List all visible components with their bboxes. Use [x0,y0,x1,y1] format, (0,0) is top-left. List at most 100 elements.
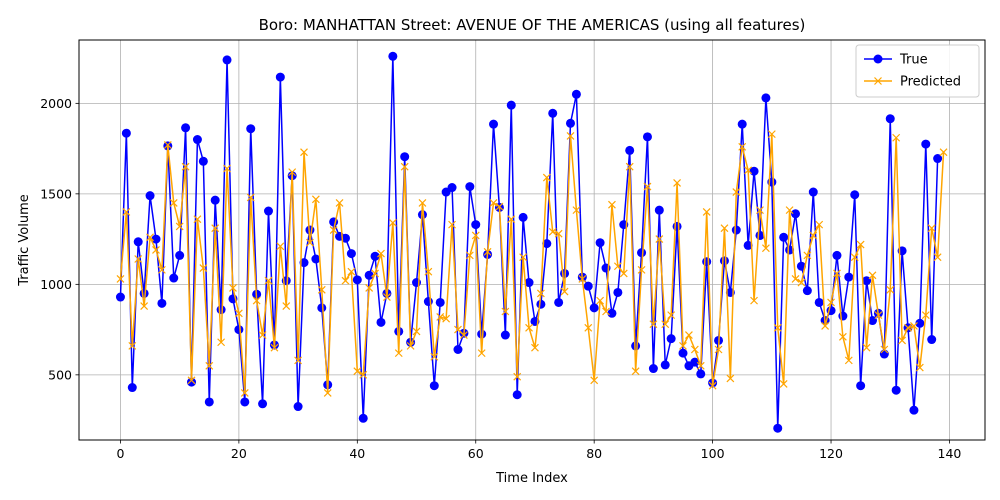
data-point [412,278,422,288]
data-point [205,361,214,370]
data-point [744,166,753,175]
x-marker-stroke [459,331,468,339]
data-point [181,123,191,133]
data-point [642,132,652,142]
data-point [157,298,167,308]
x-marker-stroke [193,215,202,224]
data-point [448,220,456,229]
data-point [519,253,528,262]
data-point [133,237,143,247]
data-point [424,267,433,276]
x-marker-stroke [838,332,847,341]
data-point [773,323,782,332]
x-marker-stroke [199,264,208,272]
data-point [613,287,623,297]
data-point [192,135,202,145]
x-marker-stroke [229,284,237,292]
data-point [181,162,190,171]
data-point [583,281,593,291]
x-marker-stroke [311,195,320,204]
data-point [886,285,895,294]
data-point [921,311,930,320]
data-point [127,383,137,393]
data-point [252,296,261,305]
data-point [690,357,700,367]
legend-entry-predicted: Predicted [864,75,961,90]
x-marker-stroke [258,331,267,339]
data-point [377,249,385,258]
data-point [382,293,391,301]
x-marker-stroke [217,338,226,347]
x-marker-stroke [471,231,480,240]
x-marker-stroke [465,251,474,260]
data-point [631,367,640,376]
data-point [370,251,380,261]
data-point [340,233,350,243]
data-point [121,128,131,138]
data-point [311,254,321,264]
data-point [288,168,297,177]
data-point [548,227,557,236]
data-point [323,389,332,397]
x-marker-stroke [412,327,421,336]
data-point [868,271,877,280]
data-point [613,262,622,271]
x-marker-stroke [637,265,646,274]
data-point [388,218,397,227]
x-marker-stroke [619,269,628,278]
data-point [879,349,889,359]
data-point [814,297,824,307]
data-point [690,345,699,354]
data-point [294,356,303,365]
data-point [850,190,860,200]
data-point [779,232,789,242]
x-marker-stroke [513,372,522,381]
x-marker-stroke [815,220,824,229]
data-point [157,265,166,274]
data-point [347,267,356,276]
x-marker-stroke [525,323,533,332]
x-marker-stroke [359,370,368,379]
data-point [140,302,149,310]
data-point [891,385,901,395]
data-point [732,188,741,196]
x-tick-label: 40 [349,446,365,461]
x-marker-stroke [424,267,433,276]
data-point [880,345,889,354]
data-point [163,141,172,149]
x-marker-stroke [862,343,871,352]
x-marker-stroke [548,227,557,236]
data-point [904,323,912,332]
data-point [217,338,226,347]
data-point [536,289,545,298]
x-marker-stroke [542,173,551,182]
data-point [471,231,480,240]
data-point [719,256,729,266]
x-marker-stroke [921,311,930,320]
x-marker-stroke [211,224,220,233]
x-marker-stroke [643,182,652,191]
data-point [435,297,445,307]
data-point [116,274,125,283]
data-point [844,356,853,365]
x-marker-stroke [590,376,599,385]
data-point [643,182,652,191]
x-marker-stroke [388,218,397,227]
data-point [737,119,747,129]
data-point [927,224,936,233]
data-point [524,278,534,288]
data-point [412,327,421,336]
data-point [595,238,605,248]
x-marker-stroke [495,202,504,211]
data-point [785,206,794,215]
data-point [791,274,800,283]
data-point [234,325,244,335]
data-point [506,100,516,110]
x-marker-stroke [294,356,303,365]
data-point [796,261,806,271]
data-point [400,162,409,171]
data-point [525,323,533,332]
data-point [566,132,575,140]
data-point [187,377,197,387]
series-predicted [116,130,948,397]
